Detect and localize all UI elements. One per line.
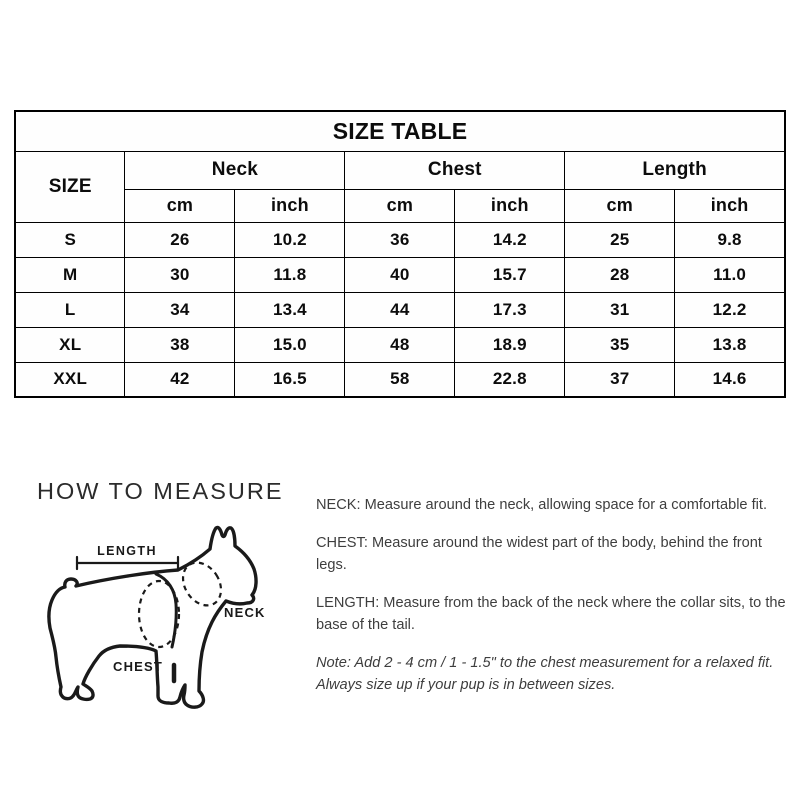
- cell-value: 11.0: [674, 256, 786, 293]
- cell-value: 40: [344, 256, 456, 293]
- cell-value: 25: [564, 221, 676, 258]
- dog-measurement-diagram: LENGTH NECK CHEST: [30, 500, 320, 740]
- cell-value: 15.0: [234, 326, 346, 363]
- cell-value: 28: [564, 256, 676, 293]
- neck-label: NECK: [224, 605, 266, 620]
- cell-value: 26: [124, 221, 236, 258]
- dog-illustration-svg: LENGTH NECK CHEST: [47, 525, 266, 709]
- table-row: M 30 11.8 40 15.7 28 11.0: [14, 256, 786, 293]
- cell-value: 13.4: [234, 291, 346, 328]
- cell-value: 10.2: [234, 221, 346, 258]
- column-group-chest: Chest: [344, 150, 566, 190]
- unit-header-chest-inch: inch: [454, 188, 566, 223]
- neck-girth-ellipse: [181, 561, 223, 607]
- cell-value: 48: [344, 326, 456, 363]
- cell-value: 42: [124, 361, 236, 398]
- row-size-label: XXL: [14, 361, 126, 398]
- cell-value: 58: [344, 361, 456, 398]
- table-row: S 26 10.2 36 14.2 25 9.8: [14, 221, 786, 258]
- chest-girth-ellipse: [137, 579, 181, 649]
- row-size-label: M: [14, 256, 126, 293]
- cell-value: 38: [124, 326, 236, 363]
- cell-value: 37: [564, 361, 676, 398]
- cell-value: 12.2: [674, 291, 786, 328]
- column-header-size: SIZE: [14, 150, 126, 223]
- unit-header-chest-cm: cm: [344, 188, 456, 223]
- unit-header-neck-inch: inch: [234, 188, 346, 223]
- cell-value: 13.8: [674, 326, 786, 363]
- column-group-neck: Neck: [124, 150, 346, 190]
- cell-value: 30: [124, 256, 236, 293]
- instruction-chest: CHEST: Measure around the widest part of…: [316, 535, 762, 573]
- chest-label: CHEST: [113, 659, 163, 674]
- cell-value: 9.8: [674, 221, 786, 258]
- unit-header-length-inch: inch: [674, 188, 786, 223]
- table-row: XXL 42 16.5 58 22.8 37 14.6: [14, 361, 786, 398]
- sizing-note: Note: Add 2 - 4 cm / 1 - 1.5" to the che…: [316, 655, 774, 693]
- cell-value: 11.8: [234, 256, 346, 293]
- measuring-instructions: NECK: Measure around the neck, allowing …: [316, 494, 793, 712]
- cell-value: 44: [344, 291, 456, 328]
- table-row: L 34 13.4 44 17.3 31 12.2: [14, 291, 786, 328]
- cell-value: 22.8: [454, 361, 566, 398]
- row-size-label: L: [14, 291, 126, 328]
- how-to-measure-heading: HOW TO MEASURE: [37, 478, 284, 504]
- unit-header-neck-cm: cm: [124, 188, 236, 223]
- cell-value: 14.2: [454, 221, 566, 258]
- instruction-neck: NECK: Measure around the neck, allowing …: [316, 497, 768, 513]
- column-group-length: Length: [564, 150, 786, 190]
- cell-value: 16.5: [234, 361, 346, 398]
- size-table-title: SIZE TABLE: [14, 110, 786, 152]
- cell-value: 17.3: [454, 291, 566, 328]
- length-label: LENGTH: [97, 544, 157, 558]
- table-row: XL 38 15.0 48 18.9 35 13.8: [14, 326, 786, 363]
- size-table: SIZE TABLE SIZE Neck Chest Length cm inc…: [14, 110, 786, 398]
- cell-value: 14.6: [674, 361, 786, 398]
- cell-value: 15.7: [454, 256, 566, 293]
- length-measure-line: [75, 555, 180, 571]
- cell-value: 36: [344, 221, 456, 258]
- unit-header-length-cm: cm: [564, 188, 676, 223]
- cell-value: 34: [124, 291, 236, 328]
- row-size-label: XL: [14, 326, 126, 363]
- cell-value: 31: [564, 291, 676, 328]
- instruction-length: LENGTH: Measure from the back of the nec…: [316, 595, 786, 633]
- cell-value: 35: [564, 326, 676, 363]
- row-size-label: S: [14, 221, 126, 258]
- dog-outline: [47, 525, 258, 709]
- cell-value: 18.9: [454, 326, 566, 363]
